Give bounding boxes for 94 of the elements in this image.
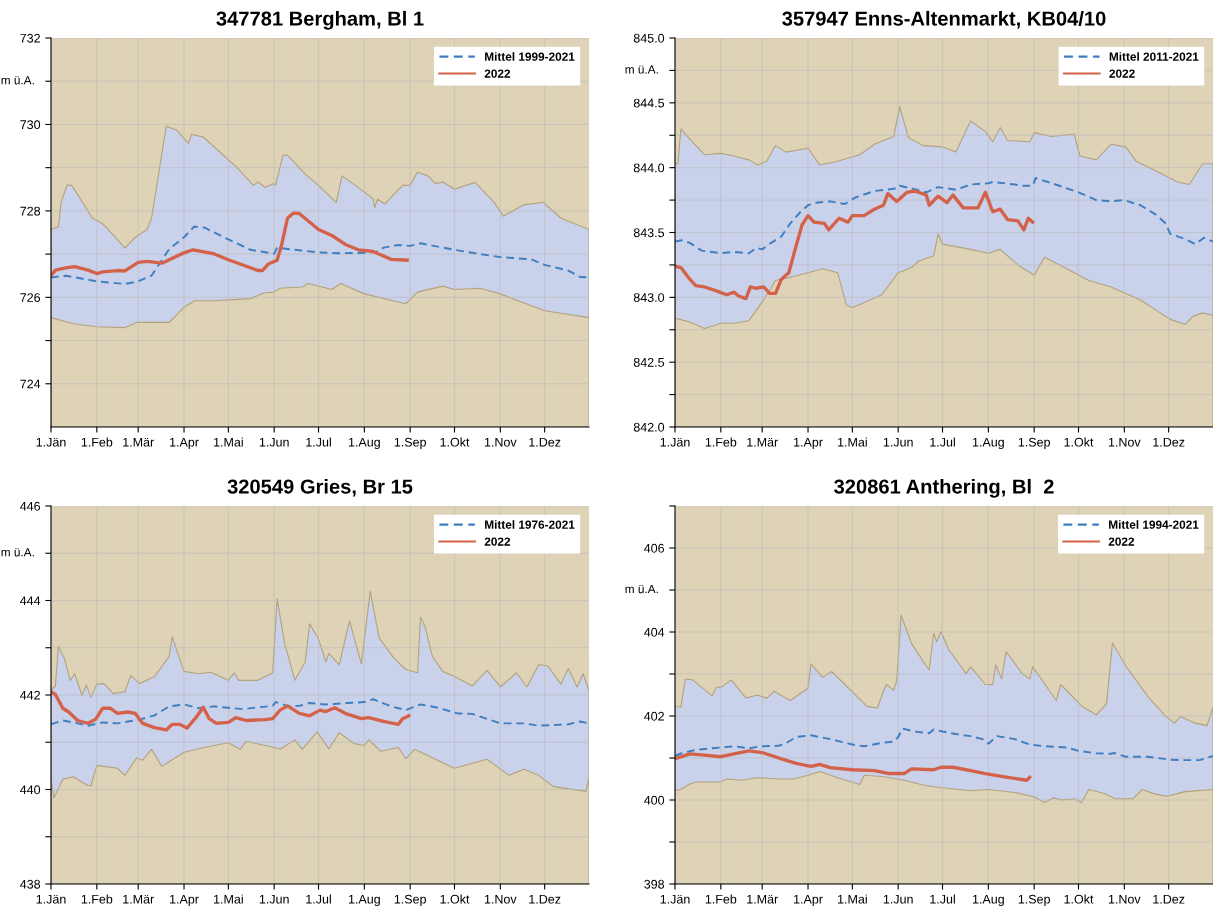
line-series [51,211,409,278]
chart-title: 320549 Gries, Br 15 [227,478,413,497]
x-tick-label: 1.Mär [123,437,154,447]
legend-label: 2022 [484,69,511,78]
y-tick-label: 726 [20,293,41,302]
legend-label: Mittel 1994-2021 [1109,520,1199,529]
x-tick-label: 1.Okt [1064,437,1094,447]
x-tick-label: 1.Nov [1108,437,1141,447]
y-tick-label: 842.0 [633,422,665,432]
x-tick-label: 1.Feb [705,894,737,904]
x-tick-label: 1.Okt [440,894,470,904]
x-tick-label: 1.Jun [259,894,289,904]
legend-label: Mittel 2011-2021 [1109,52,1199,61]
x-tick-label: 1.Jän [660,894,690,904]
x-tick-label: 1.Aug [348,894,380,907]
x-tick-label: 1.Jul [306,437,331,447]
x-tick-label: 1.Mär [123,894,154,904]
x-tick-label: 1.Jän [36,437,66,447]
x-tick-label: 1.Mär [747,437,778,447]
legend-label: 2022 [1108,537,1135,546]
x-tick-label: 1.Feb [705,437,737,447]
x-tick-label: 1.Mai [214,437,243,447]
y-tick-label: 400 [644,795,665,805]
x-tick-label: 1.Dez [529,437,561,447]
line-series [51,698,589,727]
y-axis-title: m ü.A. [1,548,34,557]
x-tick-label: 1.Jän [660,437,690,447]
x-tick-label: 1.Dez [1153,894,1185,904]
x-tick-label: 1.Apr [794,894,823,907]
legend-label: Mittel 1976-2021 [485,520,575,529]
x-tick-label: 1.Jun [883,894,913,904]
y-tick-label: 844.5 [633,98,665,108]
x-tick-label: 1.Okt [440,437,470,447]
line-series [675,189,1035,301]
x-tick-label: 1.Jän [36,894,66,904]
x-tick-label: 1.Sep [1018,437,1050,450]
y-tick-label: 406 [644,543,665,553]
x-tick-label: 1.Nov [484,437,517,447]
line-series [675,177,1213,255]
x-tick-label: 1.Feb [81,437,113,447]
x-tick-label: 1.Sep [394,894,426,907]
x-tick-label: 1.Feb [81,894,113,904]
line-series [51,225,589,285]
y-tick-label: 398 [644,879,665,889]
x-tick-label: 1.Dez [1153,437,1185,447]
x-tick-label: 1.Jul [306,894,331,904]
x-tick-label: 1.Apr [170,894,199,907]
y-tick-label: 438 [20,879,41,889]
x-tick-label: 1.Mai [214,894,243,904]
chart-title: 320861 Anthering, Bl 2 [834,478,1054,498]
x-tick-label: 1.Dez [529,894,561,904]
x-tick-label: 1.Aug [348,437,380,450]
legend-label: Mittel 1999-2021 [485,52,575,61]
x-tick-label: 1.Mai [838,437,867,447]
x-tick-label: 1.Nov [484,894,517,904]
y-tick-label: 842.5 [633,357,665,367]
x-tick-label: 1.Mai [838,894,867,904]
y-tick-label: 444 [20,596,41,606]
y-tick-label: 844.0 [633,163,665,173]
y-tick-label: 442 [20,690,40,700]
x-tick-label: 1.Apr [170,437,199,450]
legend-label: 2022 [1109,69,1135,78]
x-tick-label: 1.Jun [883,437,913,447]
y-tick-label: 843.5 [633,228,665,238]
y-tick-label: 404 [644,627,665,637]
y-axis-title: m ü.A. [625,584,658,594]
x-tick-label: 1.Sep [1018,894,1050,907]
y-tick-label: 845.0 [633,33,665,43]
x-tick-label: 1.Jul [930,437,955,447]
x-tick-label: 1.Jul [930,894,955,904]
x-tick-label: 1.Mär [747,894,778,904]
x-tick-label: 1.Nov [1108,894,1141,904]
y-tick-label: 732 [20,33,40,43]
x-tick-label: 1.Okt [1064,894,1094,904]
y-tick-label: 843.0 [633,293,665,302]
x-tick-label: 1.Aug [972,437,1004,450]
legend-label: 2022 [484,537,511,546]
line-series [51,690,411,732]
x-tick-label: 1.Jun [259,437,289,447]
x-tick-label: 1.Apr [794,437,823,450]
x-tick-label: 1.Aug [972,894,1004,907]
x-tick-label: 1.Sep [394,437,426,450]
y-tick-label: 730 [20,120,41,130]
chart-title: 347781 Bergham, Bl 1 [216,10,424,30]
y-tick-label: 446 [20,501,41,511]
y-tick-label: 728 [20,206,41,216]
chart-title: 357947 Enns-Altenmarkt, KB04/10 [782,10,1106,29]
line-series [675,727,1213,762]
line-series [675,749,1032,782]
y-tick-label: 402 [644,711,664,721]
y-tick-label: 440 [20,785,41,795]
y-tick-label: 724 [20,379,41,389]
y-axis-title: m ü.A. [1,76,34,85]
y-axis-title: m ü.A. [625,65,658,74]
